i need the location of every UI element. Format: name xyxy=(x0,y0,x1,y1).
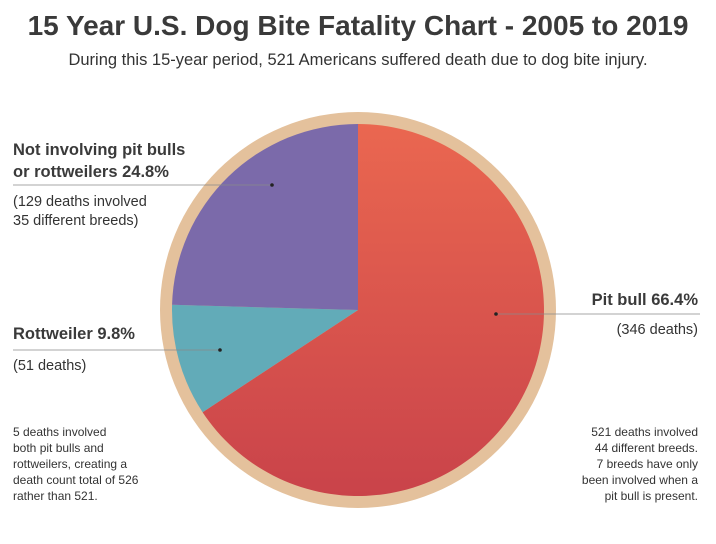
right-note-line: pit bull is present. xyxy=(604,489,698,503)
leader-dot-pitbull xyxy=(494,312,498,316)
other-label-detail-line1: (129 deaths involved xyxy=(13,194,147,210)
pie-slice-pitbull xyxy=(202,124,544,497)
rottweiler-label-detail: (51 deaths) xyxy=(13,358,87,374)
other-label-title-line2: or rottweilers 24.8% xyxy=(13,163,169,181)
left-note-line: death count total of 526 xyxy=(13,473,139,487)
right-note: 521 deaths involved 44 different breeds.… xyxy=(582,424,698,504)
pie-slice-other xyxy=(172,124,358,310)
left-note-line: rather than 521. xyxy=(13,489,98,503)
other-label-title-line1: Not involving pit bulls xyxy=(13,141,186,159)
right-note-line: 44 different breeds. xyxy=(594,441,698,455)
other-label-detail-line2: 35 different breeds) xyxy=(13,213,139,229)
pie-slice-rottweiler xyxy=(172,304,358,413)
left-note: 5 deaths involved both pit bulls and rot… xyxy=(13,424,138,504)
left-note-line: both pit bulls and xyxy=(13,441,104,455)
chart-title: 15 Year U.S. Dog Bite Fatality Chart - 2… xyxy=(27,10,689,41)
pitbull-label-detail: (346 deaths) xyxy=(616,322,698,338)
leader-dot-rottweiler xyxy=(218,348,222,352)
left-note-line: 5 deaths involved xyxy=(13,425,107,439)
rottweiler-label-title: Rottweiler 9.8% xyxy=(13,325,135,343)
right-note-line: 7 breeds have only xyxy=(596,457,698,471)
right-note-line: been involved when a xyxy=(581,473,698,487)
leader-dot-other xyxy=(270,183,274,187)
pitbull-label-title: Pit bull 66.4% xyxy=(591,291,698,309)
right-note-line: 521 deaths involved xyxy=(591,425,698,439)
left-note-line: rottweilers, creating a xyxy=(13,457,128,471)
chart-subtitle: During this 15-year period, 521 American… xyxy=(68,51,648,69)
